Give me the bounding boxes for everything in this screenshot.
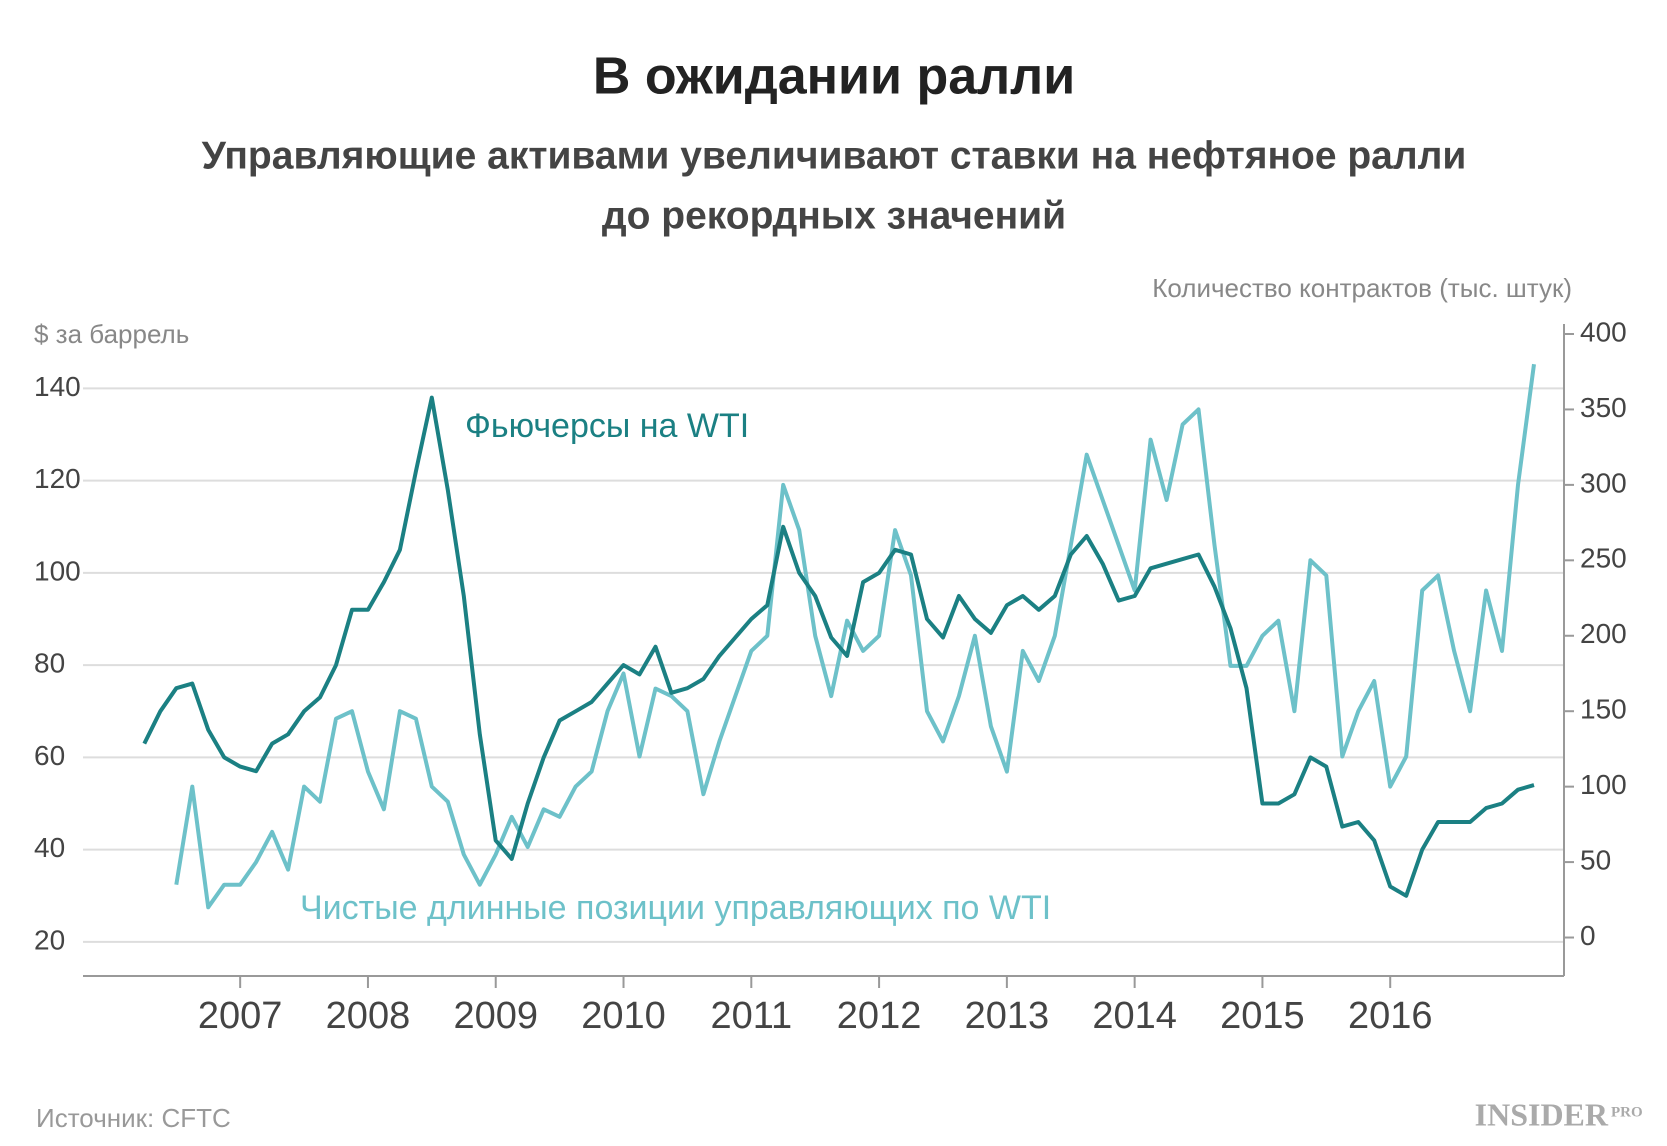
y2-tick-label: 400 (1580, 316, 1627, 347)
series-line (142, 395, 1535, 898)
chart-subtitle: Управляющие активами увеличивают ставки … (202, 134, 1467, 177)
y-tick-label: 120 (34, 463, 81, 494)
y-tick-label: 80 (34, 648, 65, 679)
x-tick-label: 2007 (198, 995, 283, 1037)
y2-tick-label: 0 (1580, 920, 1596, 951)
y2-tick-label: 300 (1580, 467, 1627, 498)
y-axis-label: $ за баррель (34, 319, 189, 349)
y-tick-label: 40 (34, 832, 65, 863)
x-tick-label: 2014 (1092, 995, 1177, 1037)
x-tick-label: 2016 (1348, 995, 1433, 1037)
x-tick-label: 2012 (837, 995, 922, 1037)
source: Источник: CFTC (36, 1103, 231, 1133)
y2-tick-label: 50 (1580, 844, 1611, 875)
x-tick-label: 2009 (453, 995, 538, 1037)
y-tick-label: 60 (34, 740, 65, 771)
series-line (174, 363, 1536, 910)
y2-tick-label: 350 (1580, 392, 1627, 423)
y2-tick-label: 150 (1580, 694, 1627, 725)
y2-tick-label: 250 (1580, 543, 1627, 574)
chart-subtitle: до рекордных значений (602, 194, 1066, 237)
brand: INSIDER (1475, 1096, 1609, 1132)
chart-title: В ожидании ралли (593, 48, 1075, 106)
x-tick-label: 2010 (581, 995, 666, 1037)
y-tick-label: 140 (34, 371, 81, 402)
y2-tick-label: 200 (1580, 618, 1627, 649)
x-tick-label: 2013 (965, 995, 1050, 1037)
x-tick-label: 2015 (1220, 995, 1305, 1037)
y-tick-label: 100 (34, 555, 81, 586)
series-label: Чистые длинные позиции управляющих по WT… (300, 889, 1051, 927)
x-tick-label: 2008 (326, 995, 411, 1037)
y-tick-label: 20 (34, 924, 65, 955)
y2-tick-label: 100 (1580, 769, 1627, 800)
series-label: Фьючерсы на WTI (465, 407, 749, 445)
y2-axis-label: Количество контрактов (тыс. штук) (1152, 273, 1572, 303)
x-tick-label: 2011 (710, 995, 792, 1037)
brand-suffix: PRO (1611, 1104, 1643, 1120)
